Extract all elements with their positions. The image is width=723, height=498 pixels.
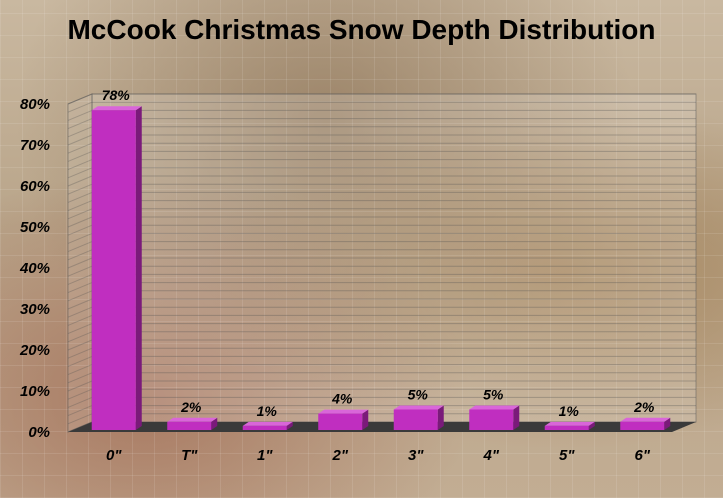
y-tick-label: 50% bbox=[20, 219, 50, 236]
gridline-side bbox=[67, 347, 93, 359]
bar-side bbox=[286, 421, 293, 430]
data-label: 4% bbox=[331, 391, 353, 407]
bar-side bbox=[664, 417, 671, 430]
gridline-side bbox=[67, 216, 93, 228]
bar bbox=[318, 413, 363, 430]
data-label: 2% bbox=[180, 399, 202, 415]
bar-side bbox=[211, 417, 218, 430]
y-tick-label: 10% bbox=[20, 383, 50, 400]
data-label: 78% bbox=[102, 87, 131, 103]
bar-side bbox=[513, 405, 520, 430]
gridline-side bbox=[67, 257, 93, 269]
data-label: 1% bbox=[559, 403, 580, 419]
gridline-side bbox=[67, 208, 93, 220]
x-tick-label: 1" bbox=[257, 447, 273, 464]
bar bbox=[544, 425, 589, 430]
x-tick-label: 0" bbox=[106, 447, 122, 464]
bar-side bbox=[437, 405, 444, 430]
y-tick-label: 80% bbox=[20, 96, 50, 113]
gridline-side bbox=[67, 109, 93, 121]
gridline-side bbox=[67, 323, 93, 335]
gridline-side bbox=[67, 241, 93, 253]
gridline-side bbox=[67, 372, 93, 384]
gridline-side bbox=[67, 355, 93, 367]
bar-side bbox=[135, 106, 142, 430]
gridline-side bbox=[67, 93, 93, 105]
gridline-side bbox=[67, 396, 93, 408]
plot-floor bbox=[68, 422, 696, 432]
gridline-side bbox=[67, 265, 93, 277]
gridline-side bbox=[67, 273, 93, 285]
gridline-side bbox=[67, 282, 93, 294]
bar-top bbox=[469, 405, 520, 410]
x-tick-label: 4" bbox=[483, 447, 500, 464]
gridline-side bbox=[67, 126, 93, 138]
gridline-side bbox=[67, 118, 93, 130]
gridline-side bbox=[67, 224, 93, 236]
gridline-side bbox=[67, 306, 93, 318]
gridline-side bbox=[67, 200, 93, 212]
x-tick-label: 5" bbox=[559, 447, 575, 464]
gridline-side bbox=[67, 314, 93, 326]
gridline-side bbox=[67, 232, 93, 244]
bar-side bbox=[362, 409, 369, 430]
y-tick-label: 70% bbox=[20, 137, 50, 154]
x-tick-label: 6" bbox=[635, 447, 651, 464]
data-label: 5% bbox=[408, 387, 429, 403]
gridline-side bbox=[67, 167, 93, 179]
bar bbox=[620, 421, 665, 430]
gridline-side bbox=[67, 183, 93, 195]
gridline-side bbox=[67, 150, 93, 162]
bar-top bbox=[393, 405, 444, 410]
gridline-side bbox=[67, 191, 93, 203]
gridline-side bbox=[67, 331, 93, 343]
gridline-side bbox=[67, 388, 93, 400]
gridline-side bbox=[67, 142, 93, 154]
bar bbox=[469, 409, 514, 430]
y-tick-label: 60% bbox=[20, 178, 50, 195]
gridline-side bbox=[67, 175, 93, 187]
bar-top bbox=[242, 421, 293, 426]
y-tick-label: 30% bbox=[20, 301, 50, 318]
gridline-side bbox=[67, 364, 93, 376]
bar-top bbox=[91, 106, 142, 111]
x-tick-label: T" bbox=[181, 447, 198, 464]
x-tick-label: 3" bbox=[408, 447, 424, 464]
bar-top bbox=[620, 417, 671, 422]
gridline-side bbox=[67, 339, 93, 351]
chart-title: McCook Christmas Snow Depth Distribution bbox=[67, 14, 656, 45]
bar-top bbox=[544, 421, 595, 426]
data-label: 1% bbox=[257, 403, 278, 419]
gridline-side bbox=[67, 101, 93, 113]
gridline-side bbox=[67, 134, 93, 146]
y-tick-label: 40% bbox=[19, 260, 50, 277]
bar bbox=[393, 409, 438, 430]
bar-top bbox=[318, 409, 369, 414]
gridline-side bbox=[67, 249, 93, 261]
bar bbox=[91, 110, 136, 430]
gridline-side bbox=[67, 159, 93, 171]
x-tick-label: 2" bbox=[332, 447, 349, 464]
gridline-side bbox=[67, 380, 93, 392]
data-label: 2% bbox=[633, 399, 655, 415]
bar-side bbox=[588, 421, 595, 430]
data-label: 5% bbox=[483, 387, 504, 403]
bar bbox=[242, 425, 287, 430]
bar bbox=[167, 421, 212, 430]
gridline-side bbox=[67, 290, 93, 302]
y-tick-label: 20% bbox=[19, 342, 50, 359]
gridline-side bbox=[67, 298, 93, 310]
gridline-side bbox=[67, 413, 93, 425]
gridline-side bbox=[67, 405, 93, 417]
bar-top bbox=[167, 417, 218, 422]
y-tick-label: 0% bbox=[28, 424, 50, 441]
